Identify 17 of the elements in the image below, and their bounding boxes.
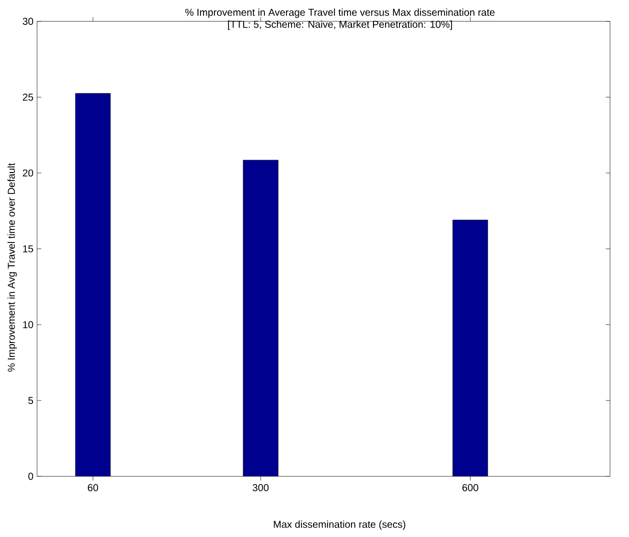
- y-tick-label: 5: [28, 396, 34, 404]
- y-tick-label: 10: [23, 321, 34, 328]
- x-tick-label: 300: [252, 484, 269, 492]
- y-tick-label: 25: [22, 94, 34, 101]
- bar: [75, 93, 111, 476]
- y-axis-title: % Improvement in Avg Travel time over Default: [8, 163, 17, 372]
- x-tick-label: 600: [462, 484, 478, 492]
- y-tick-label: 30: [22, 18, 34, 25]
- y-tick-label: 20: [22, 169, 34, 177]
- y-tick-label: 15: [23, 245, 34, 252]
- y-tick-label: 0: [28, 472, 34, 480]
- bar: [242, 160, 278, 476]
- chart-title: % Improvement in Average Travel time versus Max dissemination rate: [185, 8, 495, 18]
- x-axis-title: Max dissemination rate (secs): [274, 520, 406, 530]
- bar: [452, 220, 488, 476]
- chart-subtitle: [TTL: 5, Scheme: Naive, Market Penetration: 10%]: [228, 20, 452, 30]
- x-tick-label: 60: [88, 484, 98, 492]
